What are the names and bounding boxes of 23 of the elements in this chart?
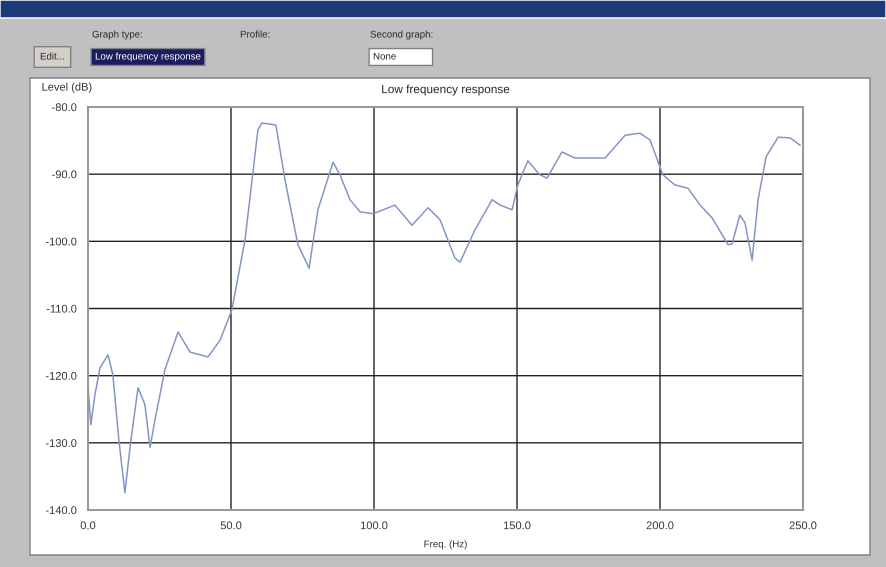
y-tick-label: -90.0	[52, 170, 76, 178]
x-tick-label: 150.0	[504, 521, 530, 530]
text: None	[374, 52, 396, 60]
text: Profile:	[240, 30, 270, 38]
text: Graph type:	[92, 30, 142, 40]
text: Low frequency response	[96, 52, 200, 62]
y-tick-label: -140.0	[46, 506, 76, 514]
line-series	[88, 122, 801, 494]
x-tick-label: 0.0	[80, 521, 96, 530]
chart-title: Low frequency response	[382, 84, 510, 96]
y-tick-label: -80.0	[52, 103, 76, 112]
x-tick-label: 100.0	[360, 521, 388, 530]
y-tick-label: -110.0	[46, 304, 76, 313]
text: Second graph:	[370, 30, 432, 40]
y-tick-label: -100.0	[46, 238, 76, 246]
y-tick-label: -120.0	[46, 372, 76, 380]
x-tick-label: 200.0	[646, 521, 674, 530]
y-tick-label: -130.0	[46, 439, 76, 447]
x-axis-title: Freq. (Hz)	[424, 540, 467, 550]
text: Edit...	[40, 52, 64, 60]
y-axis-title: Level (dB)	[42, 82, 92, 93]
x-tick-label: 250.0	[790, 521, 816, 530]
x-tick-label: 50.0	[220, 521, 242, 530]
